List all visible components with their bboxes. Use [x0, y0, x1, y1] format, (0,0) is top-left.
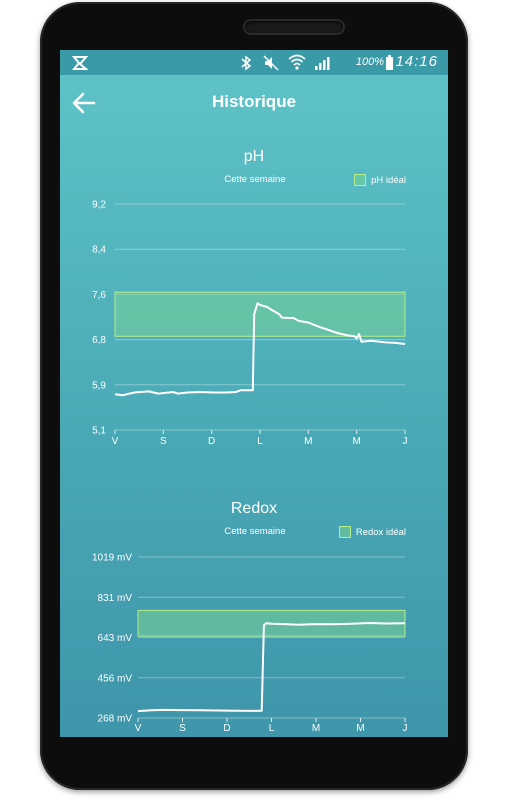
ph-x-tick-label: L [257, 436, 263, 446]
ph-series-line [114, 302, 406, 397]
redox-x-tick-label: S [179, 723, 186, 734]
status-time: 14:16 [395, 53, 438, 70]
redox-y-tick-label: 456 mV [98, 673, 133, 684]
ph-y-tick-label: 5,9 [92, 380, 106, 391]
wifi-icon [288, 54, 306, 70]
app-bar: Historique [60, 75, 448, 130]
redox-y-tick-label: 643 mV [98, 633, 133, 644]
redox-x-tick-label: M [312, 723, 320, 734]
bluetooth-icon [241, 55, 252, 71]
ph-legend-swatch [354, 174, 367, 186]
redox-chart-block: Redox Cette semaine Redox idéal 1019 mV 8… [60, 498, 448, 737]
ph-ideal-band [114, 291, 406, 337]
redox-legend-swatch [338, 526, 351, 538]
ph-chart-subtitle: Cette semaine [224, 174, 286, 185]
ph-x-tick-label: M [304, 436, 312, 446]
ph-y-tick-label: 9,2 [92, 200, 106, 211]
screen: 100% 14:16 Historique pH Cette semaine p… [60, 50, 448, 737]
redox-chart-title: Redox [230, 500, 278, 517]
battery-icon [386, 55, 393, 70]
ph-legend: pH idéal [354, 174, 406, 186]
battery-percentage: 100% [355, 56, 384, 68]
ph-y-tick-label: 6,8 [92, 335, 106, 346]
ph-line-chart: 9,2 8,4 7,6 6,8 5,9 5,1 V S D L M M J [92, 200, 408, 447]
ph-x-tick-label: S [160, 436, 167, 446]
ph-chart-title: pH [243, 148, 265, 165]
arrow-left-icon[interactable] [70, 89, 98, 117]
redox-y-tick-label: 831 mV [98, 593, 133, 604]
redox-x-tick-label: L [269, 723, 275, 734]
ph-x-tick-label: V [112, 436, 119, 446]
redox-legend-label: Redox idéal [355, 526, 406, 538]
ph-y-tick-label: 7,6 [92, 290, 106, 301]
speaker-grille [245, 21, 343, 33]
ph-x-tick-label: M [352, 436, 360, 446]
ph-y-tick-label: 8,4 [92, 245, 106, 256]
ph-x-tick-label: D [208, 436, 215, 446]
signal-icon [315, 57, 330, 70]
app-notification-icon [72, 56, 88, 70]
redox-line-chart: 1019 mV 831 mV 643 mV 456 mV 268 mVV S D L M M J [92, 553, 408, 735]
redox-legend: Redox idéal [338, 526, 406, 538]
ph-y-tick-label: 5,1 [92, 426, 106, 437]
redox-chart-subtitle: Cette semaine [224, 526, 286, 537]
ph-chart-block: pH Cette semaine pH idéal 9,2 8,4 7,6 6,8 5,… [60, 146, 448, 456]
redox-x-tick-label: V [135, 723, 142, 734]
ph-legend-label: pH idéal [371, 174, 406, 186]
page-title: Historique [211, 92, 297, 111]
mute-icon [263, 55, 279, 71]
redox-y-tick-label: 1019 mV [92, 553, 132, 564]
redox-x-tick-label: D [223, 723, 230, 734]
redox-y-tick-label: 268 mV [98, 714, 133, 725]
status-bar: 100% 14:16 [60, 50, 448, 75]
redox-x-tick-label: J [403, 723, 408, 734]
ph-x-tick-label: J [403, 436, 408, 446]
redox-x-tick-label: M [356, 723, 364, 734]
redox-series-line [137, 622, 406, 713]
